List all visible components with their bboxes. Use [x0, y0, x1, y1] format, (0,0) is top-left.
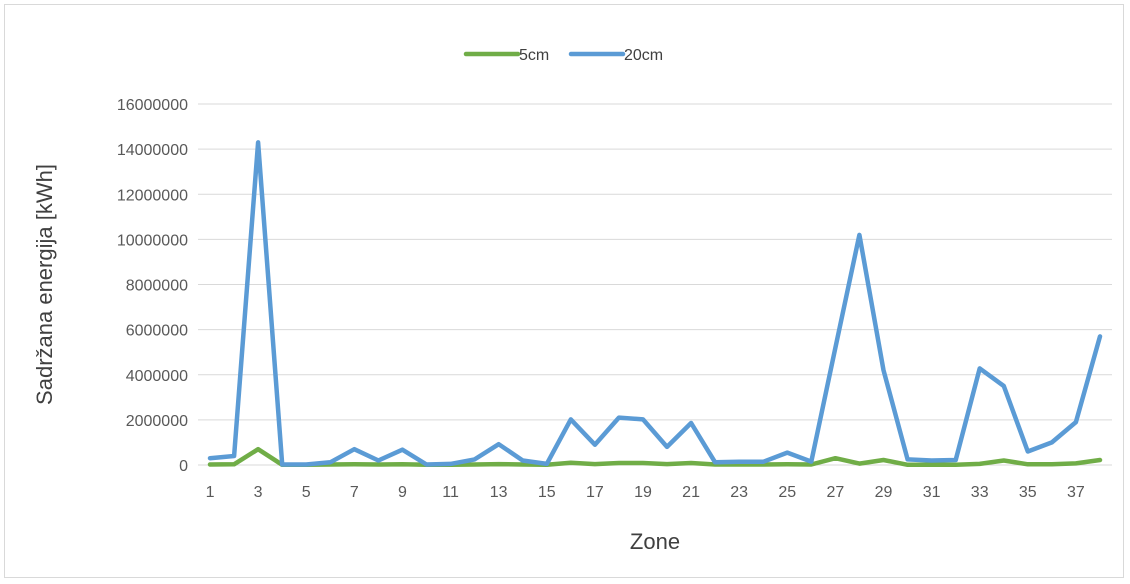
y-tick-label: 10000000: [117, 232, 188, 249]
y-tick-label: 12000000: [117, 187, 188, 204]
y-axis-title: Sadržana energija [kWh]: [32, 164, 57, 405]
x-tick-label: 27: [826, 484, 844, 501]
x-tick-label: 11: [442, 484, 459, 501]
series-line-20cm: [207, 140, 1103, 467]
legend-label: 5cm: [519, 47, 549, 64]
y-tick-label: 0: [179, 458, 188, 475]
x-tick-label: 35: [1019, 484, 1037, 501]
series-line-5cm: [207, 446, 1103, 468]
y-tick-label: 14000000: [117, 142, 188, 159]
x-tick-label: 17: [586, 484, 604, 501]
y-tick-label: 16000000: [117, 97, 188, 114]
x-tick-label: 21: [682, 484, 700, 501]
x-tick-label: 15: [538, 484, 556, 501]
x-tick-label: 37: [1067, 484, 1085, 501]
x-axis-title: Zone: [630, 529, 680, 554]
y-tick-labels: 0 2000000 4000000 6000000 8000000 10000000 120…: [117, 97, 188, 475]
x-tick-label: 9: [398, 484, 407, 501]
x-tick-label: 1: [206, 484, 215, 501]
x-tick-label: 33: [971, 484, 989, 501]
y-tick-label: 6000000: [126, 323, 188, 340]
chart-frame: [4, 4, 1124, 578]
x-tick-label: 31: [923, 484, 941, 501]
y-tick-label: 8000000: [126, 278, 188, 295]
y-tick-label: 4000000: [126, 368, 188, 385]
x-tick-label: 19: [634, 484, 652, 501]
x-tick-label: 7: [350, 484, 359, 501]
x-tick-labels: 1 3 5 7 9 11 13 15 17 19 21 23 25 27 29 31 33 35 37: [206, 484, 1085, 501]
x-tick-label: 25: [778, 484, 796, 501]
x-tick-label: 13: [490, 484, 508, 501]
series-lines: [207, 140, 1103, 468]
x-tick-label: 5: [302, 484, 311, 501]
legend: 5cm 20cm: [463, 47, 663, 64]
legend-label: 20cm: [624, 47, 663, 64]
y-tick-label: 2000000: [126, 413, 188, 430]
x-tick-label: 29: [875, 484, 893, 501]
x-tick-label: 23: [730, 484, 748, 501]
gridlines: [198, 103, 1112, 466]
x-tick-label: 3: [254, 484, 263, 501]
